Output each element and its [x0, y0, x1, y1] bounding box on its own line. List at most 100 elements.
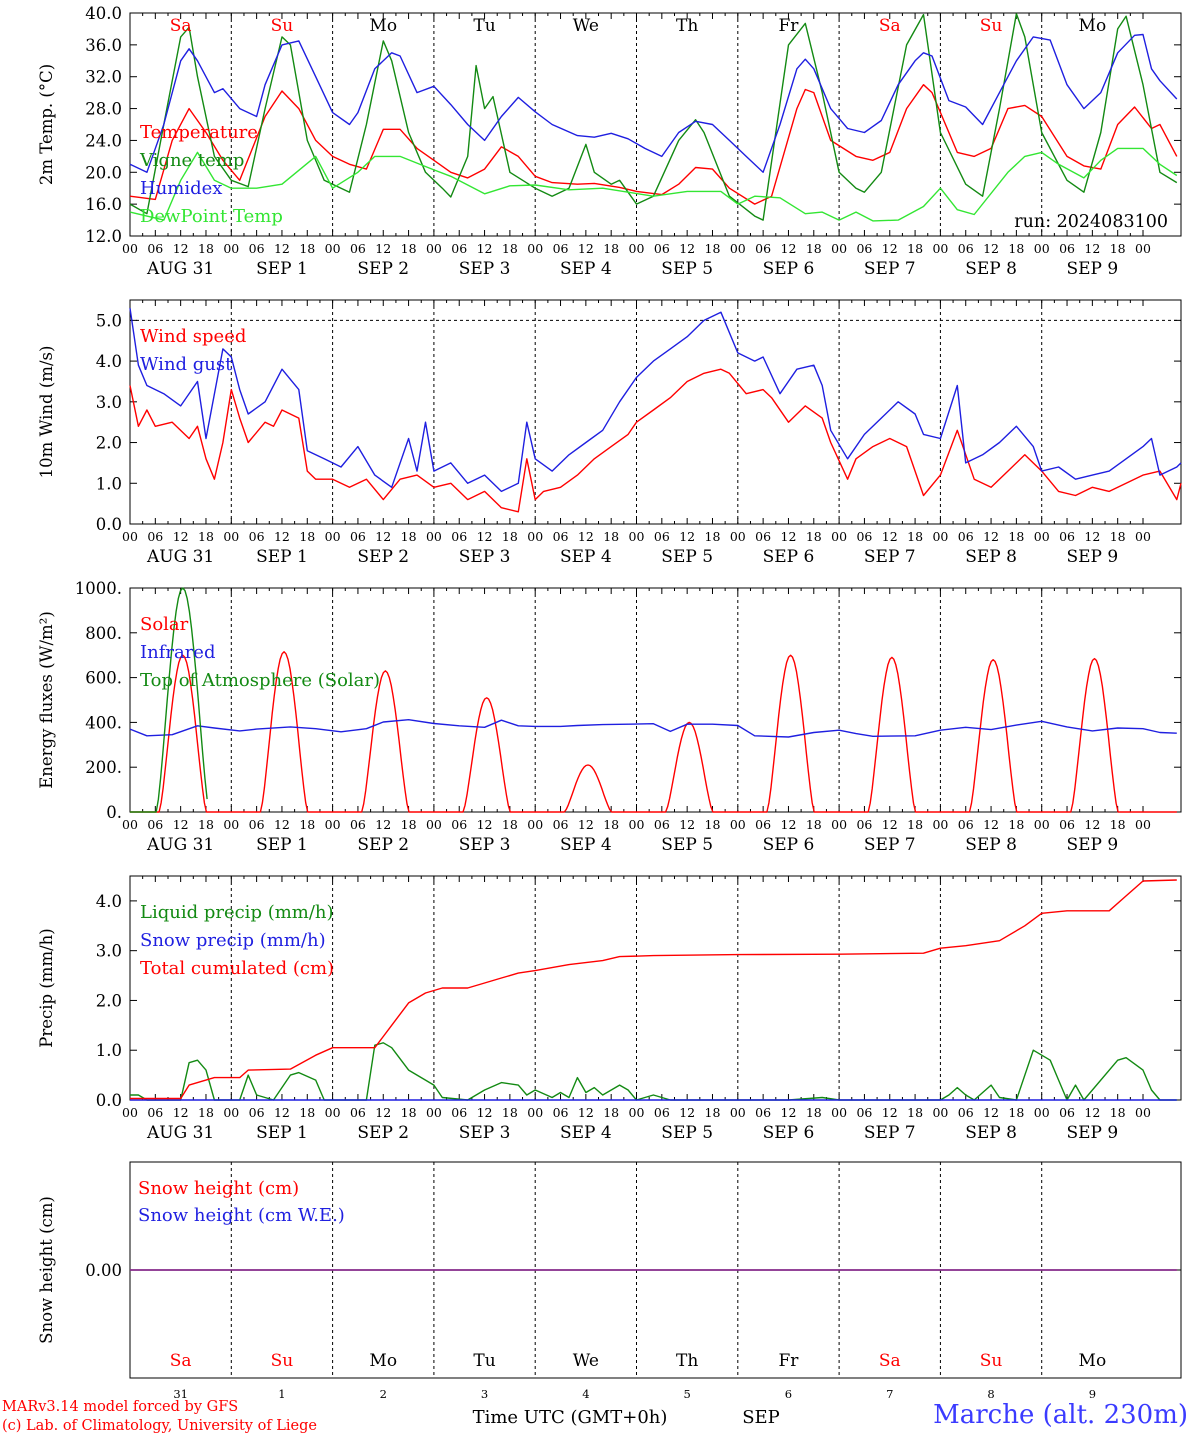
weekday-label: We [573, 16, 599, 36]
date-label: SEP 9 [1067, 259, 1119, 279]
panel-2: 00 06 12 18 00 06 12 18 00 06 12 18 00 06 12 18 00 06 12 18… [37, 299, 1182, 567]
weekday-label: Sa [170, 16, 192, 36]
hour-tick-label: 12 [375, 817, 391, 832]
hour-tick-label: 00 [1034, 1105, 1050, 1120]
day-number-label: 3 [481, 1387, 488, 1401]
hour-tick-label: 06 [451, 529, 467, 544]
hour-tick-label: 06 [553, 817, 569, 832]
date-label: SEP 5 [661, 835, 713, 855]
hour-tick-label: 00 [932, 1105, 948, 1120]
hour-tick-label: 00 [629, 529, 645, 544]
date-label: SEP 6 [763, 1123, 815, 1143]
hour-tick-label: 18 [806, 529, 822, 544]
hour-tick-label: 18 [705, 1105, 721, 1120]
hour-tick-label: 00 [932, 241, 948, 256]
hour-tick-label: 00 [122, 817, 138, 832]
hour-tick-label: 06 [755, 529, 771, 544]
day-number-label: 9 [1089, 1387, 1096, 1401]
day-number-label: 31 [173, 1387, 188, 1401]
hour-tick-label: 12 [882, 817, 898, 832]
hour-tick-label: 18 [198, 529, 214, 544]
hour-tick-label: 00 [122, 529, 138, 544]
hour-tick-label: 12 [983, 1105, 999, 1120]
hour-tick-label: 12 [173, 241, 189, 256]
hour-tick-label: 18 [502, 529, 518, 544]
y-tick-label: 2.0 [96, 991, 122, 1010]
panel-5: 0.00 Snow height (cm) Snow height (cm) Snow… [37, 1161, 1182, 1428]
hour-tick-label: 00 [223, 817, 239, 832]
hour-tick-label: 18 [1110, 241, 1126, 256]
month-label: SEP [742, 1407, 780, 1428]
legend-label: Solar [140, 614, 189, 635]
date-label: SEP 7 [864, 1123, 916, 1143]
legend-label: Top of Atmosphere (Solar) [140, 670, 380, 691]
hour-tick-label: 06 [654, 1105, 670, 1120]
hour-tick-label: 06 [856, 241, 872, 256]
series-line [129, 147, 1178, 222]
hour-tick-label: 00 [1034, 817, 1050, 832]
day-number-label: 1 [278, 1387, 285, 1401]
hour-tick-label: 00 [223, 529, 239, 544]
station-name: Marche (alt. 230m) [933, 1400, 1188, 1430]
hour-tick-label: 12 [477, 241, 493, 256]
date-label: SEP 7 [864, 835, 916, 855]
series-line [129, 307, 1182, 493]
y-tick-label: 0.0 [96, 515, 122, 534]
hour-tick-label: 06 [856, 817, 872, 832]
legend-label: Humidex [140, 178, 222, 199]
weekday-label: Sa [879, 16, 901, 36]
hour-tick-label: 12 [781, 529, 797, 544]
hour-tick-label: 18 [603, 1105, 619, 1120]
date-label: SEP 4 [560, 547, 612, 567]
series-line [129, 84, 1178, 205]
hour-tick-label: 06 [755, 817, 771, 832]
date-label: SEP 2 [357, 547, 409, 567]
weekday-label: Mo [1079, 16, 1107, 36]
y-tick-label: 40.0 [85, 4, 122, 23]
hour-tick-label: 00 [325, 1105, 341, 1120]
hour-tick-label: 18 [502, 241, 518, 256]
hour-tick-label: 12 [781, 817, 797, 832]
hour-tick-label: 06 [654, 817, 670, 832]
hour-tick-label: 12 [679, 1105, 695, 1120]
hour-tick-label: 18 [401, 817, 417, 832]
legend-label: Snow height (cm W.E.) [138, 1205, 345, 1226]
hour-tick-label: 00 [831, 529, 847, 544]
hour-tick-label: 00 [325, 817, 341, 832]
y-tick-label: 24.0 [85, 131, 122, 150]
hour-tick-label: 18 [299, 1105, 315, 1120]
hour-tick-label: 06 [856, 1105, 872, 1120]
y-tick-label: 0.0 [96, 1091, 122, 1110]
legend-label: Total cumulated (cm) [140, 958, 334, 979]
credit-model: MARv3.14 model forced by GFS [2, 1399, 239, 1415]
hour-tick-label: 18 [806, 241, 822, 256]
hour-tick-label: 00 [426, 817, 442, 832]
date-label: SEP 1 [256, 835, 308, 855]
y-tick-label: 20.0 [85, 163, 122, 182]
hour-tick-label: 00 [527, 1105, 543, 1120]
panel-1: 00 06 12 18 00 06 12 18 00 06 12 18 00 06 12 18 00 06 12 18… [37, 4, 1182, 279]
hour-tick-label: 00 [730, 1105, 746, 1120]
hour-tick-label: 12 [578, 1105, 594, 1120]
weekday-label: Sa [879, 1351, 901, 1371]
hour-tick-label: 00 [629, 1105, 645, 1120]
hour-tick-label: 00 [629, 241, 645, 256]
weekday-label: Th [676, 16, 698, 36]
hour-tick-label: 12 [477, 817, 493, 832]
day-number-label: 6 [785, 1387, 792, 1401]
date-label: SEP 1 [256, 259, 308, 279]
hour-tick-label: 18 [1008, 1105, 1024, 1120]
y-tick-label: 800. [85, 624, 122, 643]
date-label: SEP 2 [357, 1123, 409, 1143]
weekday-label: Fr [778, 16, 799, 36]
series-line [130, 1042, 1177, 1101]
date-label: SEP 6 [763, 547, 815, 567]
hour-tick-label: 18 [806, 817, 822, 832]
series-line [130, 587, 208, 813]
hour-tick-label: 06 [249, 241, 265, 256]
day-number-label: 8 [987, 1387, 994, 1401]
series-line [130, 651, 1177, 813]
hour-tick-label: 18 [198, 817, 214, 832]
weekday-label: Su [271, 1351, 294, 1371]
hour-tick-label: 18 [1110, 1105, 1126, 1120]
